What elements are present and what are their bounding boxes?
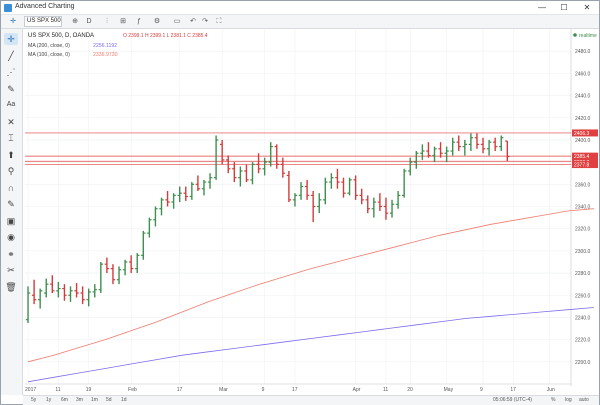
- x-tick-label: May: [444, 387, 454, 393]
- legend-ma200-label: MA (200, close, 0): [28, 43, 70, 49]
- eye-icon[interactable]: ◉: [7, 232, 15, 242]
- y-tick-label: 2200.0: [575, 360, 591, 366]
- x-tick-label: 19: [86, 387, 92, 393]
- minimize-button[interactable]: —: [538, 3, 546, 12]
- price-label-box: [572, 152, 598, 160]
- trash-icon[interactable]: 🗑: [5, 281, 17, 292]
- x-tick-label: 17: [292, 387, 298, 393]
- x-tick-label: Feb: [128, 387, 137, 393]
- text-icon[interactable]: Aa: [6, 101, 16, 108]
- close-button[interactable]: ✕: [583, 3, 591, 12]
- y-tick-label: 2440.0: [575, 94, 591, 100]
- trend-line-icon[interactable]: ╱: [8, 50, 14, 61]
- price-label: 2406.3: [574, 131, 590, 137]
- range-button-5y[interactable]: 5y: [31, 397, 37, 403]
- range-button-1d[interactable]: 1d: [121, 397, 127, 403]
- time-readout: 05:06:59 (UTC-4): [493, 397, 532, 403]
- snapshot-icon[interactable]: ▭: [173, 18, 181, 25]
- indicators-icon[interactable]: ƒ: [137, 18, 141, 25]
- x-tick-label: 20: [407, 387, 413, 393]
- pattern-icon[interactable]: ✕: [7, 116, 15, 127]
- legend-ma100-label: MA (100, close, 0): [28, 52, 70, 58]
- x-tick-label: 11: [383, 387, 388, 393]
- symbol-search-input[interactable]: US SPX 500: [24, 16, 62, 27]
- bar-style-icon[interactable]: ⫶: [106, 18, 108, 25]
- link-icon[interactable]: ⚭: [7, 248, 15, 259]
- realtime-dot-icon: [573, 33, 577, 37]
- chart-area[interactable]: 2480.02460.02440.02420.02400.02380.02360…: [23, 29, 599, 395]
- x-tick-label: 9: [480, 387, 483, 393]
- arrow-up-icon[interactable]: ⬆: [7, 149, 15, 160]
- zoom-icon[interactable]: ⚲: [7, 166, 15, 176]
- maximize-button[interactable]: ☐: [560, 3, 568, 12]
- scale-button-log[interactable]: log: [565, 397, 572, 403]
- price-label-box: [572, 161, 598, 169]
- app-icon: [4, 4, 12, 12]
- tools-icon[interactable]: ✂: [7, 265, 15, 275]
- top-toolbar: ✛ US SPX 500 ⊕ D ⫶ ⊞ ƒ ⚙ ▭ ↶ ↷ ⛶: [1, 15, 599, 29]
- brush-icon[interactable]: ✎: [7, 83, 15, 94]
- fullscreen-icon[interactable]: ⛶: [216, 18, 222, 25]
- range-button-6m[interactable]: 6m: [61, 397, 68, 403]
- padlock-icon[interactable]: ▣: [6, 215, 16, 226]
- y-tick-label: 2260.0: [575, 293, 591, 299]
- redo-icon[interactable]: ↷: [202, 18, 208, 25]
- price-label: 2385.4: [574, 154, 590, 160]
- y-tick-label: 2340.0: [575, 205, 591, 211]
- y-tick-label: 2320.0: [575, 227, 591, 233]
- x-tick-label: 2017: [25, 387, 36, 393]
- scale-button-%[interactable]: %: [551, 397, 556, 403]
- scale-button-auto[interactable]: auto: [579, 397, 589, 403]
- y-tick-label: 2220.0: [575, 338, 591, 344]
- x-tick-label: Jun: [547, 387, 555, 393]
- y-tick-label: 2480.0: [575, 49, 591, 55]
- y-tick-label: 2360.0: [575, 182, 591, 188]
- price-chart[interactable]: 2480.02460.02440.02420.02400.02380.02360…: [23, 29, 599, 395]
- legend-symbol: US SPX 500, D, OANDA: [28, 33, 94, 39]
- range-button-5d[interactable]: 5d: [106, 397, 112, 403]
- add-symbol-icon[interactable]: ⊕: [72, 18, 78, 25]
- price-label-box: [572, 129, 598, 137]
- x-tick-label: 17: [177, 387, 183, 393]
- x-tick-label: Apr: [353, 387, 361, 393]
- x-tick-label: 9: [262, 387, 265, 393]
- y-tick-label: 2460.0: [575, 71, 591, 77]
- x-tick-label: 17: [510, 387, 516, 393]
- y-tick-label: 2240.0: [575, 315, 591, 321]
- range-button-3m[interactable]: 3m: [76, 397, 83, 403]
- y-tick-label: 2400.0: [575, 138, 591, 144]
- drawing-tools-sidebar: ✛ ╱ ⋰ ✎ Aa ✕ ⌶ ⬆ ⚲ ∩ ✎ ▣ ◉ ⚭ ✂ 🗑: [1, 29, 23, 395]
- price-label: 2377.8: [574, 163, 590, 169]
- title-bar: Advanced Charting — ☐ ✕: [1, 1, 599, 15]
- measure-icon[interactable]: ⌶: [8, 133, 14, 143]
- range-button-1m[interactable]: 1m: [91, 397, 98, 403]
- undo-icon[interactable]: ↶: [190, 18, 196, 25]
- legend-ma200-value: 2256.1192: [93, 43, 117, 49]
- settings-icon[interactable]: ⚙: [153, 18, 161, 25]
- realtime-label: realtime: [579, 33, 597, 39]
- y-tick-label: 2300.0: [575, 249, 591, 255]
- y-tick-label: 2420.0: [575, 116, 591, 122]
- fib-icon[interactable]: ⋰: [6, 67, 16, 77]
- window-title: Advanced Charting: [15, 3, 75, 10]
- magnet-icon[interactable]: ∩: [7, 182, 15, 193]
- interval-button[interactable]: D: [86, 18, 92, 25]
- legend-ohlc: O 2399.1 H 2399.1 L 2381.1 C 2385.4: [123, 33, 208, 39]
- x-tick-label: 11: [55, 387, 60, 393]
- range-bar: 05:06:59 (UTC-4) 5y 1y 6m 3m 1m 5d 1d% log auto: [23, 395, 599, 405]
- x-tick-label: Mar: [219, 387, 228, 393]
- y-tick-label: 2280.0: [575, 271, 591, 277]
- ma100-line: [27, 208, 594, 363]
- range-button-1y[interactable]: 1y: [46, 397, 52, 403]
- legend-ma100-value: 2336.9730: [93, 52, 118, 58]
- compare-icon[interactable]: ⊞: [120, 18, 126, 25]
- crosshair-icon[interactable]: ✛: [4, 33, 18, 45]
- ma200-line: [27, 307, 594, 383]
- lock-icon[interactable]: ✎: [7, 199, 15, 209]
- crosshair-mode-icon[interactable]: ✛: [10, 18, 16, 25]
